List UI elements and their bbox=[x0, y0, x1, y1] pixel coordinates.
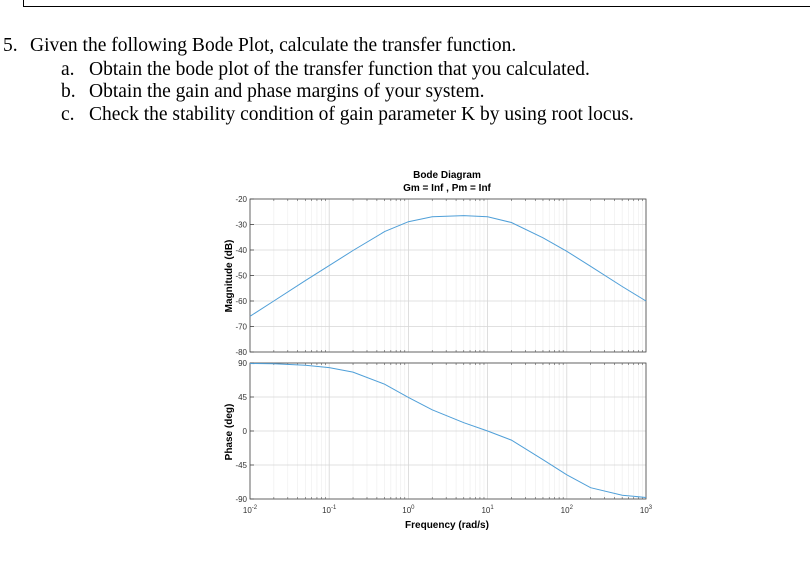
y-tick-label: -80 bbox=[235, 348, 247, 357]
axes-box bbox=[249, 362, 647, 500]
magnitude-plot: -20 -30 -40 -50 -60 -70 -80 bbox=[235, 195, 647, 357]
y-tick-label: -90 bbox=[235, 495, 247, 504]
y-tick-label: -60 bbox=[235, 297, 247, 306]
subquestion-label: b. bbox=[61, 81, 76, 102]
question-text: Given the following Bode Plot, calculate… bbox=[30, 35, 517, 56]
subquestion-text: Obtain the gain and phase margins of you… bbox=[89, 81, 485, 102]
subquestion-text: Check the stability condition of gain pa… bbox=[89, 104, 634, 125]
chart-subtitle: Gm = Inf , Pm = Inf bbox=[403, 183, 491, 194]
phase-y-label: Phase (deg) bbox=[224, 404, 235, 461]
x-tick-label: 100 bbox=[402, 505, 415, 515]
x-tick-label: 103 bbox=[640, 505, 653, 515]
subquestion-label: c. bbox=[61, 104, 75, 125]
y-tick-label: -45 bbox=[235, 461, 247, 470]
y-tick-label: 90 bbox=[238, 359, 247, 368]
x-tick-label: 10-1 bbox=[322, 505, 337, 515]
subquestion-a: a. Obtain the bode plot of the transfer f… bbox=[61, 58, 590, 82]
question-5: 5. Given the following Bode Plot, calcula… bbox=[3, 34, 516, 58]
x-tick-label: 10-2 bbox=[243, 505, 258, 515]
subquestion-c: c. Check the stability condition of gain … bbox=[61, 103, 634, 127]
axes-box bbox=[249, 198, 647, 353]
subquestion-b: b. Obtain the gain and phase margins of y… bbox=[61, 80, 485, 104]
series-line bbox=[249, 363, 647, 498]
y-tick-label: -50 bbox=[235, 272, 247, 281]
x-axis-label: Frequency (rad/s) bbox=[405, 520, 489, 531]
x-tick-label: 102 bbox=[561, 505, 574, 515]
y-tick-label: -20 bbox=[235, 195, 247, 204]
magnitude-y-label: Magnitude (dB) bbox=[224, 240, 235, 313]
y-tick-label: -30 bbox=[235, 221, 247, 230]
question-number: 5. bbox=[3, 35, 18, 56]
top-rule bbox=[23, 0, 810, 7]
y-tick-label: 45 bbox=[238, 393, 247, 402]
subquestion-text: Obtain the bode plot of the transfer fun… bbox=[89, 59, 590, 80]
x-tick-label: 101 bbox=[481, 505, 494, 515]
chart-title: Bode Diagram bbox=[413, 170, 481, 181]
y-tick-label: -40 bbox=[235, 246, 247, 255]
y-tick-label: 0 bbox=[243, 427, 248, 436]
series-line bbox=[249, 215, 647, 317]
subquestion-label: a. bbox=[61, 59, 75, 80]
y-tick-label: -70 bbox=[235, 323, 247, 332]
